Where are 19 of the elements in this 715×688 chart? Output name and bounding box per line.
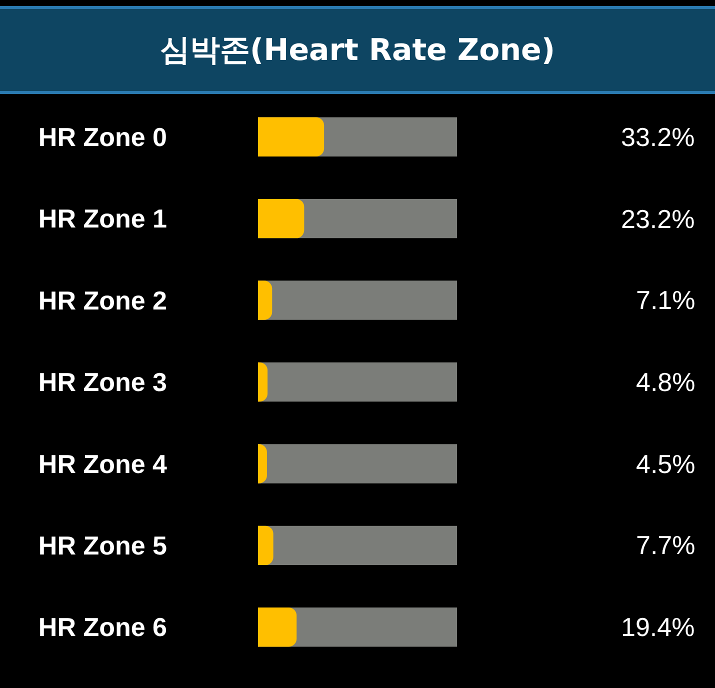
y-tick-label: HR Zone 1 xyxy=(38,204,167,234)
data-label: 19.4% xyxy=(621,612,695,642)
bar xyxy=(258,526,274,566)
bar xyxy=(258,280,272,320)
data-label: 7.7% xyxy=(636,530,696,560)
y-tick-label: HR Zone 6 xyxy=(38,612,167,642)
bar xyxy=(258,198,304,238)
data-label: 7.1% xyxy=(636,285,696,315)
y-tick-label: HR Zone 2 xyxy=(38,285,167,316)
chart-title: 심박존(Heart Rate Zone) xyxy=(0,6,715,94)
bar xyxy=(258,608,297,647)
data-label: 4.5% xyxy=(636,449,696,479)
data-label: 23.2% xyxy=(621,204,695,234)
data-label: 4.8% xyxy=(636,367,696,397)
y-tick-label: HR Zone 5 xyxy=(38,530,167,561)
data-label: 33.2% xyxy=(621,122,695,152)
y-tick-label: HR Zone 4 xyxy=(38,448,168,479)
y-tick-label: HR Zone 3 xyxy=(38,367,167,398)
y-tick-label: HR Zone 0 xyxy=(38,122,167,152)
